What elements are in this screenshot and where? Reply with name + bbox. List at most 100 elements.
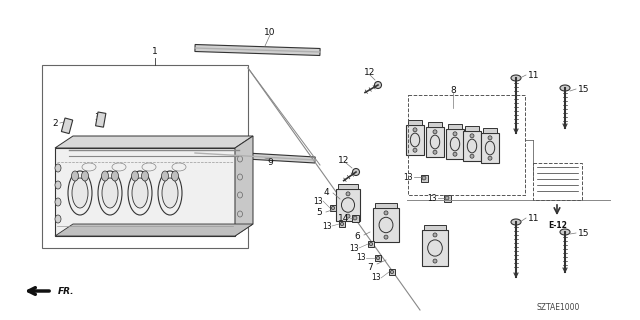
Ellipse shape (346, 192, 350, 196)
Ellipse shape (340, 222, 344, 226)
Bar (389, 269, 395, 275)
Bar (424, 225, 446, 230)
Bar (533, 163, 582, 200)
Text: 13: 13 (371, 274, 381, 283)
Bar (408, 95, 525, 195)
Bar (465, 126, 479, 131)
Ellipse shape (560, 85, 570, 91)
Ellipse shape (72, 178, 88, 208)
Polygon shape (195, 150, 315, 163)
Text: 6: 6 (354, 231, 360, 241)
Ellipse shape (81, 171, 88, 181)
Bar (368, 241, 374, 247)
Text: 11: 11 (528, 213, 540, 222)
FancyBboxPatch shape (481, 133, 499, 163)
Ellipse shape (55, 215, 61, 223)
Ellipse shape (72, 171, 79, 181)
Bar (42, 65, 248, 248)
Ellipse shape (131, 171, 138, 181)
Bar (330, 205, 336, 211)
FancyBboxPatch shape (406, 125, 424, 155)
Text: 1: 1 (152, 46, 158, 55)
Text: E-12: E-12 (548, 220, 568, 229)
Polygon shape (55, 224, 253, 236)
Text: 11: 11 (528, 70, 540, 79)
Ellipse shape (422, 176, 426, 180)
Ellipse shape (433, 259, 437, 263)
Text: 7: 7 (367, 263, 373, 273)
Ellipse shape (374, 82, 381, 89)
Text: 2: 2 (52, 118, 58, 127)
Ellipse shape (369, 242, 372, 246)
Ellipse shape (132, 178, 148, 208)
Ellipse shape (332, 206, 335, 210)
Ellipse shape (237, 156, 243, 162)
Ellipse shape (162, 178, 178, 208)
Ellipse shape (488, 136, 492, 140)
Ellipse shape (346, 214, 350, 218)
FancyBboxPatch shape (426, 127, 444, 157)
Ellipse shape (237, 192, 243, 198)
Ellipse shape (353, 169, 360, 175)
Text: 3: 3 (94, 113, 100, 122)
Bar (408, 120, 422, 125)
Text: 12: 12 (339, 156, 349, 164)
Text: 15: 15 (578, 84, 589, 93)
Ellipse shape (161, 171, 168, 181)
Bar (339, 221, 345, 227)
Ellipse shape (390, 270, 394, 274)
Ellipse shape (384, 235, 388, 239)
Bar (375, 255, 381, 261)
Polygon shape (55, 136, 253, 148)
Text: 4: 4 (323, 188, 329, 196)
Text: 14: 14 (339, 213, 349, 222)
FancyBboxPatch shape (373, 208, 399, 242)
Polygon shape (235, 136, 253, 236)
Text: 15: 15 (578, 228, 589, 237)
Text: 10: 10 (264, 28, 276, 36)
Ellipse shape (413, 148, 417, 152)
Ellipse shape (511, 219, 521, 225)
Ellipse shape (445, 196, 449, 200)
Bar (376, 203, 397, 208)
Bar (428, 122, 442, 127)
Ellipse shape (55, 181, 61, 189)
Ellipse shape (560, 229, 570, 235)
Bar (95, 112, 106, 127)
Bar (483, 128, 497, 133)
Bar (420, 174, 428, 181)
Ellipse shape (353, 216, 357, 220)
Text: 12: 12 (364, 68, 376, 76)
Text: 13: 13 (313, 196, 323, 205)
Ellipse shape (384, 211, 388, 215)
Bar (338, 184, 358, 189)
Bar (449, 124, 461, 129)
Ellipse shape (55, 164, 61, 172)
Text: 9: 9 (267, 157, 273, 166)
FancyBboxPatch shape (463, 131, 481, 161)
Ellipse shape (376, 256, 380, 260)
Text: SZTAE1000: SZTAE1000 (536, 303, 580, 313)
Bar (351, 214, 358, 221)
Ellipse shape (488, 156, 492, 160)
Ellipse shape (453, 152, 457, 156)
FancyBboxPatch shape (422, 230, 448, 266)
Ellipse shape (172, 171, 179, 181)
FancyBboxPatch shape (447, 129, 463, 159)
Ellipse shape (511, 75, 521, 81)
Ellipse shape (55, 198, 61, 206)
Ellipse shape (237, 174, 243, 180)
Ellipse shape (453, 132, 457, 136)
Polygon shape (195, 44, 320, 55)
Text: 13: 13 (349, 244, 359, 252)
Ellipse shape (433, 130, 437, 134)
FancyBboxPatch shape (336, 189, 360, 221)
Ellipse shape (111, 171, 118, 181)
Bar (61, 118, 73, 133)
Ellipse shape (470, 154, 474, 158)
Ellipse shape (102, 178, 118, 208)
Bar (444, 195, 451, 202)
Ellipse shape (433, 150, 437, 154)
Ellipse shape (433, 233, 437, 237)
Ellipse shape (237, 211, 243, 217)
